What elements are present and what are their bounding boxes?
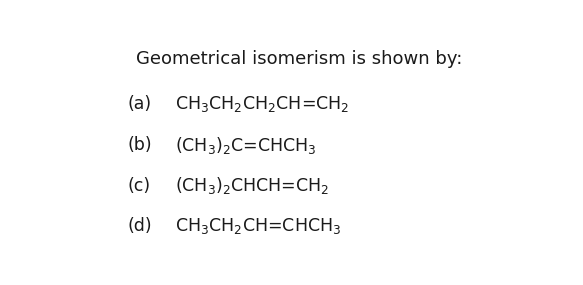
Text: (c): (c) [127, 177, 150, 195]
Text: (d): (d) [127, 217, 152, 235]
Text: (CH$_3$)$_2$C=CHCH$_3$: (CH$_3$)$_2$C=CHCH$_3$ [174, 135, 316, 156]
Text: (a): (a) [127, 95, 151, 113]
Text: (CH$_3$)$_2$CHCH=CH$_2$: (CH$_3$)$_2$CHCH=CH$_2$ [174, 175, 329, 196]
Text: CH$_3$CH$_2$CH=CHCH$_3$: CH$_3$CH$_2$CH=CHCH$_3$ [174, 216, 341, 236]
Text: Geometrical isomerism is shown by:: Geometrical isomerism is shown by: [136, 50, 462, 68]
Text: CH$_3$CH$_2$CH$_2$CH=CH$_2$: CH$_3$CH$_2$CH$_2$CH=CH$_2$ [174, 94, 349, 114]
Text: (b): (b) [127, 136, 152, 154]
